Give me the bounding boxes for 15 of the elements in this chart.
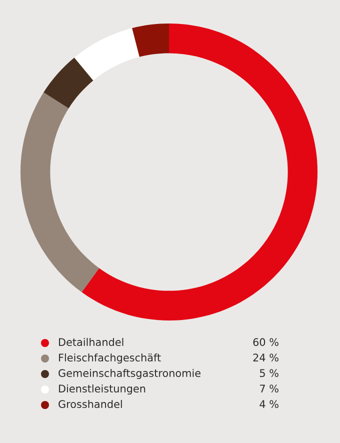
data-label: 24 % [253,354,278,362]
donut-slice [20,92,100,292]
donut-slice [132,23,169,57]
data-label: 60 % [253,338,278,346]
donut-slice [44,58,94,108]
legend-label: Dienstleistungen [59,384,146,395]
legend-label: Detailhandel [59,338,124,346]
donut-slice [74,28,140,80]
donut-slice [82,23,318,321]
data-label: 5 % [260,369,278,378]
legend-label: Gemeinschaftsgastronomie [58,368,200,380]
legend-label: Grosshandel [58,400,122,408]
legend-label: Fleischfachgeschäft [59,353,161,364]
data-label: 7 % [260,384,278,393]
data-label: 4 % [260,400,278,408]
